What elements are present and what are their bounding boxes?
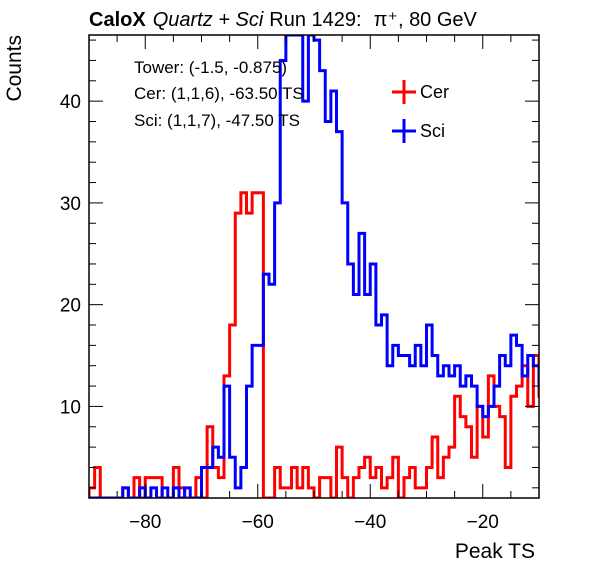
axis-ticks: −80 −60 −40 −20 10 20 30 40 — [60, 35, 540, 533]
legend-entry-cer: Cer — [392, 80, 449, 104]
run-info-annotations: Tower: (-1.5, -0.875) Cer: (1,1,6), -63.… — [134, 58, 304, 130]
legend-entry-sci: Sci — [392, 119, 445, 143]
y-tick-label: 20 — [60, 296, 81, 317]
x-axis-label: Peak TS — [455, 540, 535, 563]
x-tick-label: −40 — [354, 512, 386, 533]
y-tick-label: 10 — [60, 397, 81, 418]
annotation-sci: Sci: (1,1,7), -47.50 TS — [134, 111, 300, 130]
x-tick-label: −80 — [129, 512, 161, 533]
series-cer-line — [89, 191, 539, 498]
title-particle: π⁺, 80 GeV — [374, 9, 478, 31]
title-brand: CaloX — [89, 9, 146, 31]
series-sci-line — [89, 35, 539, 498]
series-layer — [89, 35, 539, 498]
legend-label: Cer — [420, 82, 449, 102]
legend-label: Sci — [420, 121, 445, 141]
chart-title: CaloX Quartz + Sci Run 1429: π⁺, 80 GeV — [89, 9, 478, 31]
annotation-tower: Tower: (-1.5, -0.875) — [134, 58, 287, 77]
x-tick-label: −20 — [467, 512, 499, 533]
y-tick-label: 30 — [60, 194, 81, 215]
legend: Cer Sci — [392, 80, 449, 143]
y-axis-label: Counts — [3, 35, 26, 102]
annotation-cer: Cer: (1,1,6), -63.50 TS — [134, 84, 304, 103]
title-material: Quartz + Sci — [153, 9, 264, 31]
y-tick-label: 40 — [60, 92, 81, 113]
x-tick-label: −60 — [242, 512, 274, 533]
title-run: Run 1429: — [269, 9, 361, 31]
